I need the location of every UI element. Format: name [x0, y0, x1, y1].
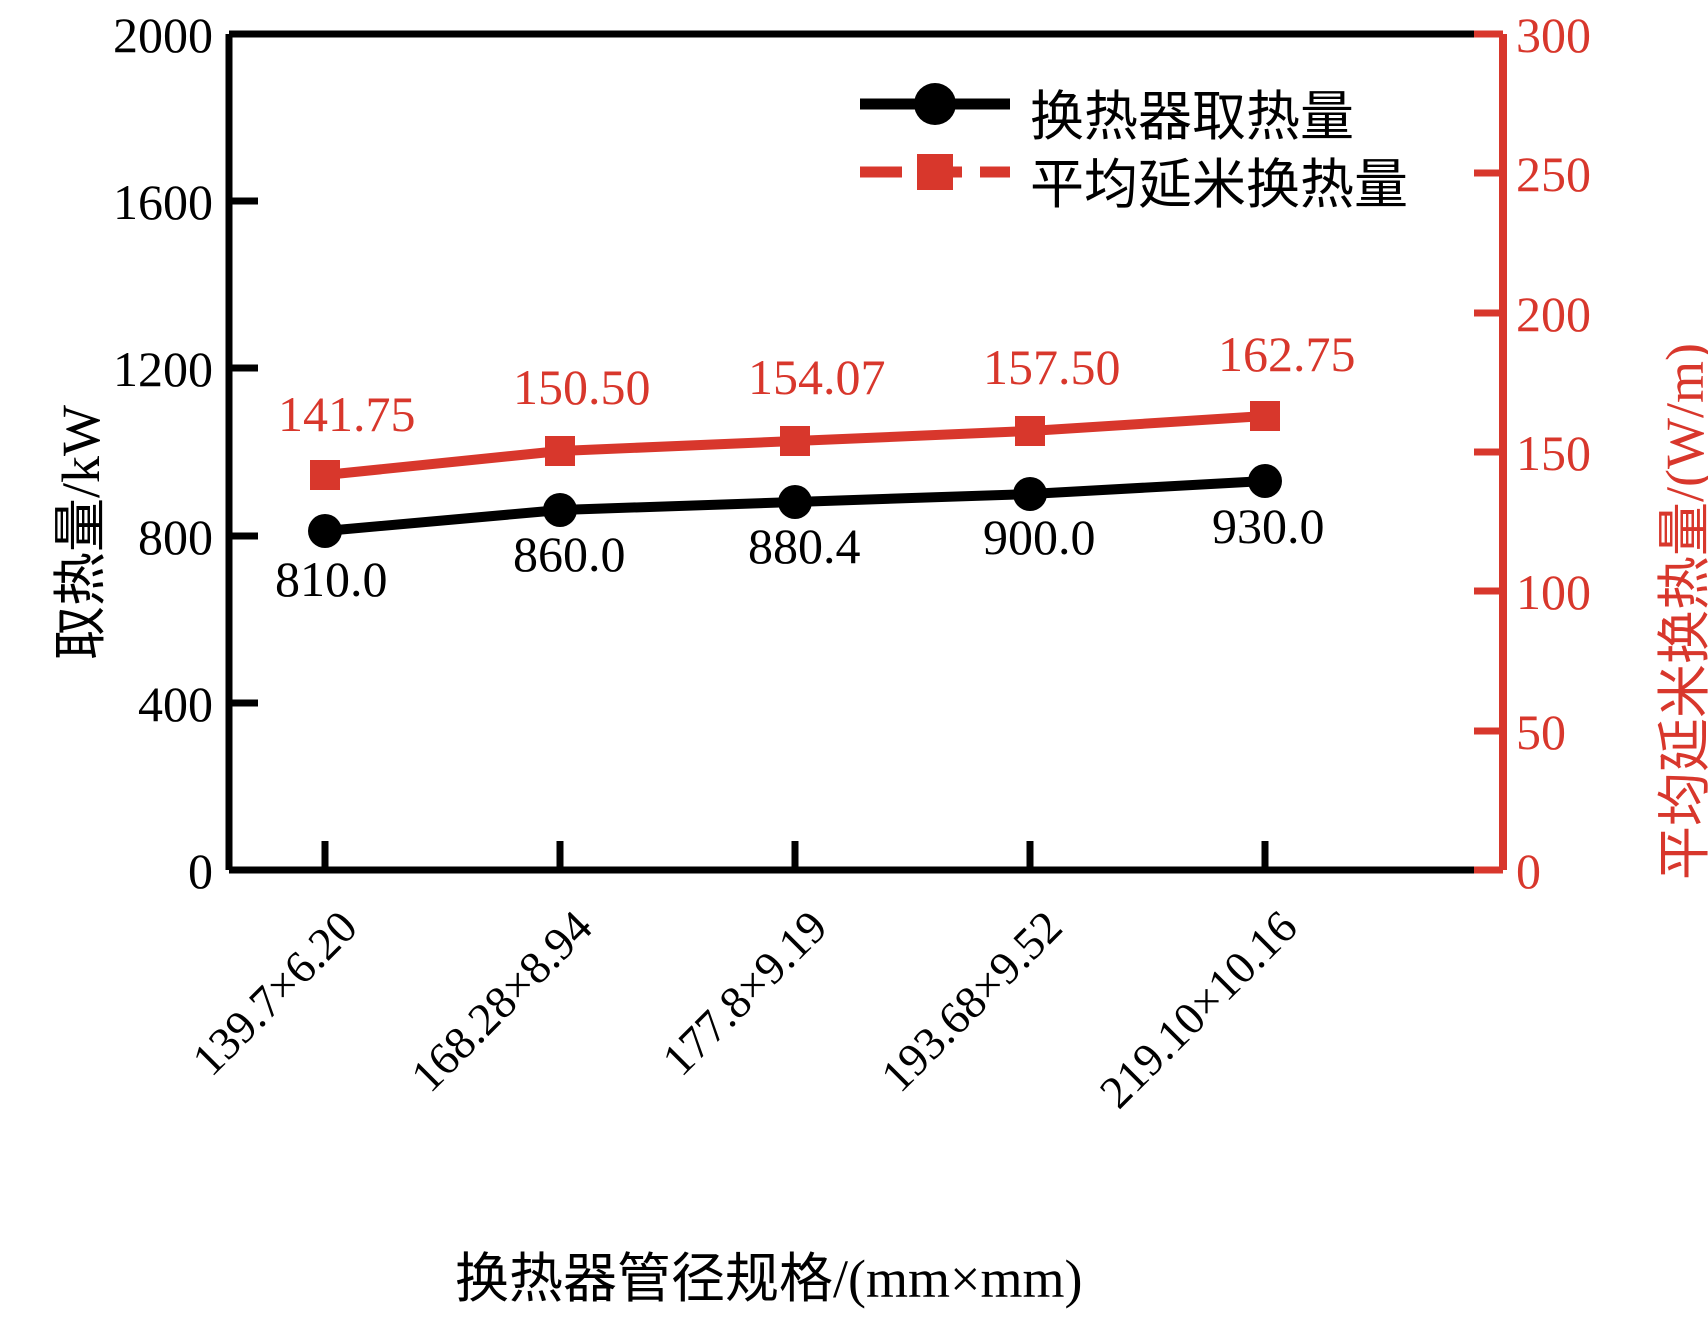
legend-label-0: 换热器取热量 [1030, 87, 1354, 147]
right-axis-ticks [1474, 30, 1503, 874]
legend-sample-red [860, 154, 1010, 190]
series-black-markers [308, 464, 1282, 548]
data-label-black-1: 860.0 [513, 526, 626, 582]
data-label-red-4: 162.75 [1218, 326, 1356, 382]
y-tick-label-0: 0 [188, 843, 213, 899]
y2-tick-label-250: 250 [1516, 146, 1591, 202]
y2-tick-label-200: 200 [1516, 286, 1591, 342]
data-label-red-2: 154.07 [748, 349, 886, 405]
x-axis-title: 换热器管径规格/(mm×mm) [455, 1249, 1083, 1309]
y-tick-label-400: 400 [138, 676, 213, 732]
data-label-black-3: 900.0 [983, 509, 1096, 565]
legend-sample-black [860, 83, 1010, 125]
y-tick-label-1600: 1600 [113, 174, 213, 230]
y2-axis-title: 平均延米换热量/(W/m) [1655, 343, 1708, 880]
y-tick-label-1200: 1200 [113, 341, 213, 397]
left-axis-ticks [229, 30, 258, 874]
legend-label-1: 平均延米换热量 [1030, 155, 1408, 215]
y2-tick-label-300: 300 [1516, 7, 1591, 63]
y-axis-title: 取热量/kW [51, 405, 111, 660]
y-tick-label-2000: 2000 [113, 7, 213, 63]
y2-tick-label-100: 100 [1516, 564, 1591, 620]
y2-tick-label-50: 50 [1516, 704, 1566, 760]
data-label-black-2: 880.4 [748, 518, 861, 574]
data-label-red-3: 157.50 [983, 339, 1121, 395]
y-tick-label-800: 800 [138, 509, 213, 565]
data-label-red-0: 141.75 [278, 386, 416, 442]
y2-tick-label-0: 0 [1516, 843, 1541, 899]
data-label-red-1: 150.50 [513, 359, 651, 415]
y2-tick-label-150: 150 [1516, 425, 1591, 481]
data-label-black-0: 810.0 [275, 551, 388, 607]
series-red-markers [310, 401, 1280, 490]
x-axis-ticks [321, 841, 1269, 870]
data-label-black-4: 930.0 [1212, 498, 1325, 554]
